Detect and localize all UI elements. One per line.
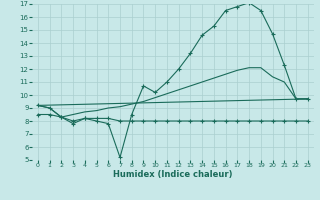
X-axis label: Humidex (Indice chaleur): Humidex (Indice chaleur) [113,170,233,179]
